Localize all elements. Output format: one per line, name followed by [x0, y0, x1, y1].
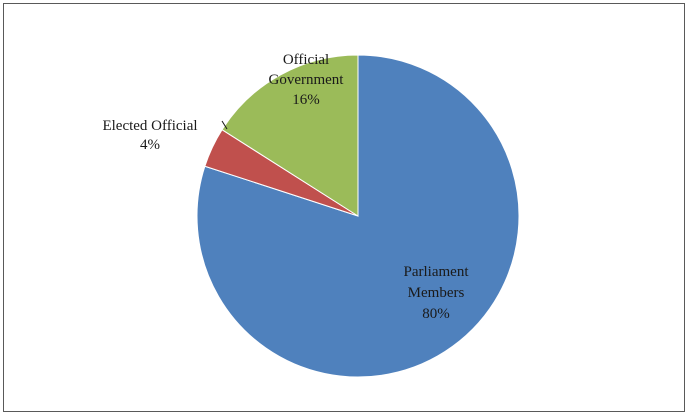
slice-name-label-1: Elected Official [102, 118, 197, 134]
slice-label-2: Official Government 16% [269, 52, 345, 108]
slice-value-label-2: 16% [292, 92, 320, 108]
leader-line-1 [221, 120, 228, 130]
slice-value-label-1: 4% [140, 137, 160, 153]
slice-label-1: Elected Official 4% [102, 118, 197, 153]
slice-value-label-0: 80% [422, 306, 450, 322]
slice-label-0: Parliament Members 80% [404, 264, 470, 322]
slice-name-label-2: Government [269, 72, 345, 88]
pie-chart: Parliament Members 80% Elected Official 4% Of… [102, 52, 520, 378]
pie-slice-2 [221, 54, 359, 217]
pie-labels: Parliament Members 80% Elected Official 4% Of… [102, 52, 469, 322]
chart-area: Parliament Members 80% Elected Official 4% Of… [3, 3, 685, 412]
slice-name-label-0: Members [408, 285, 465, 301]
slice-name-label-0: Parliament [404, 264, 470, 280]
pie-slices [196, 54, 520, 378]
slice-name-label-2: Official [283, 52, 329, 68]
